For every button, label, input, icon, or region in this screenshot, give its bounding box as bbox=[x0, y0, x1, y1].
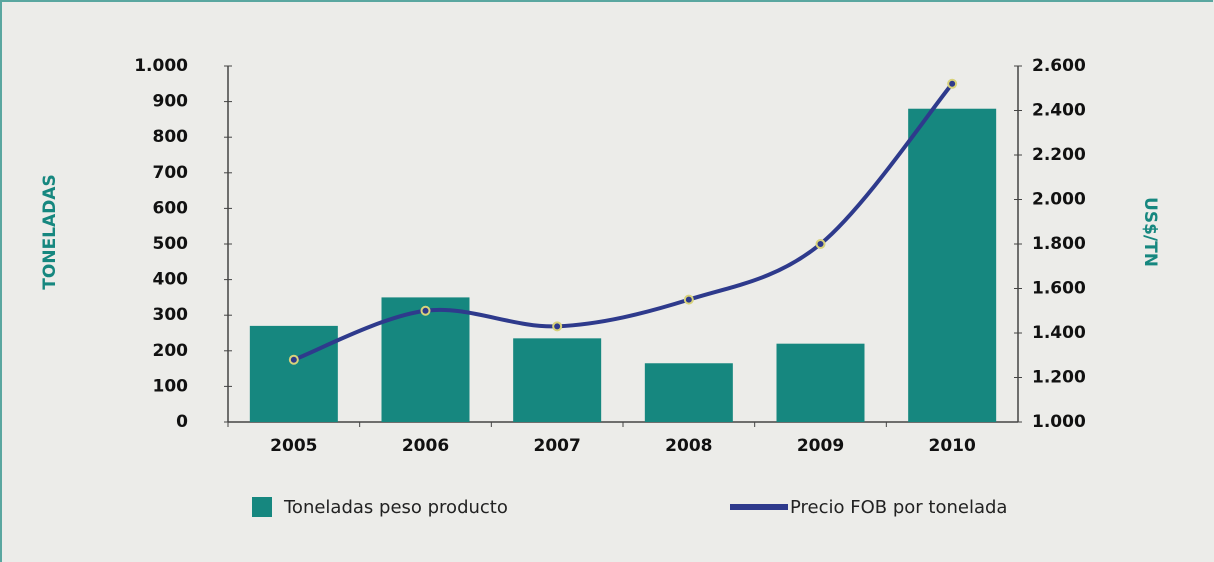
y2-tick-label: 2.600 bbox=[1032, 56, 1086, 76]
line-marker bbox=[288, 354, 299, 365]
x-tick-label: 2006 bbox=[402, 436, 449, 456]
y2-tick-label: 1.600 bbox=[1032, 279, 1086, 299]
y2-axis-title: US$/TN bbox=[1140, 197, 1160, 267]
y2-tick-label: 2.400 bbox=[1032, 101, 1086, 121]
y-tick-label: 200 bbox=[153, 341, 189, 361]
y-tick-label: 600 bbox=[153, 198, 189, 218]
y2-tick-label: 2.000 bbox=[1032, 190, 1086, 210]
y-tick-label: 0 bbox=[176, 412, 188, 432]
y-tick-label: 400 bbox=[153, 270, 189, 290]
y2-tick-label: 2.200 bbox=[1032, 145, 1086, 165]
line-marker bbox=[552, 321, 563, 332]
line bbox=[293, 82, 954, 362]
bar bbox=[249, 325, 338, 422]
y-axis-title: TONELADAS bbox=[40, 174, 60, 289]
y2-tick-label: 1.200 bbox=[1032, 368, 1086, 388]
legend-swatch bbox=[730, 504, 788, 510]
y2-tick-label: 1.800 bbox=[1032, 234, 1086, 254]
bar bbox=[776, 343, 865, 422]
legend-label: Precio FOB por tonelada bbox=[790, 497, 1007, 518]
legend-swatch bbox=[252, 497, 272, 517]
y-tick-label: 700 bbox=[153, 163, 189, 183]
line-marker bbox=[815, 239, 826, 249]
y-tick-label: 900 bbox=[153, 92, 189, 112]
x-tick-label: 2007 bbox=[534, 436, 581, 456]
bar bbox=[644, 363, 733, 422]
x-tick-label: 2008 bbox=[665, 436, 712, 456]
y-tick-label: 500 bbox=[153, 234, 189, 254]
x-tick-label: 2005 bbox=[270, 436, 317, 456]
x-tick-label: 2010 bbox=[929, 436, 976, 456]
y2-tick-label: 1.400 bbox=[1032, 323, 1086, 343]
bar bbox=[513, 338, 602, 422]
x-tick-label: 2009 bbox=[797, 436, 844, 456]
y-tick-label: 300 bbox=[153, 305, 189, 325]
y-tick-label: 1.000 bbox=[134, 56, 188, 76]
y-tick-label: 800 bbox=[153, 127, 189, 147]
legend-label: Toneladas peso producto bbox=[283, 497, 508, 518]
line-marker bbox=[947, 78, 958, 89]
y-tick-label: 100 bbox=[153, 376, 189, 396]
bar bbox=[908, 108, 997, 422]
line-marker bbox=[420, 305, 431, 316]
y2-tick-label: 1.000 bbox=[1032, 412, 1086, 432]
line-marker bbox=[683, 294, 694, 305]
